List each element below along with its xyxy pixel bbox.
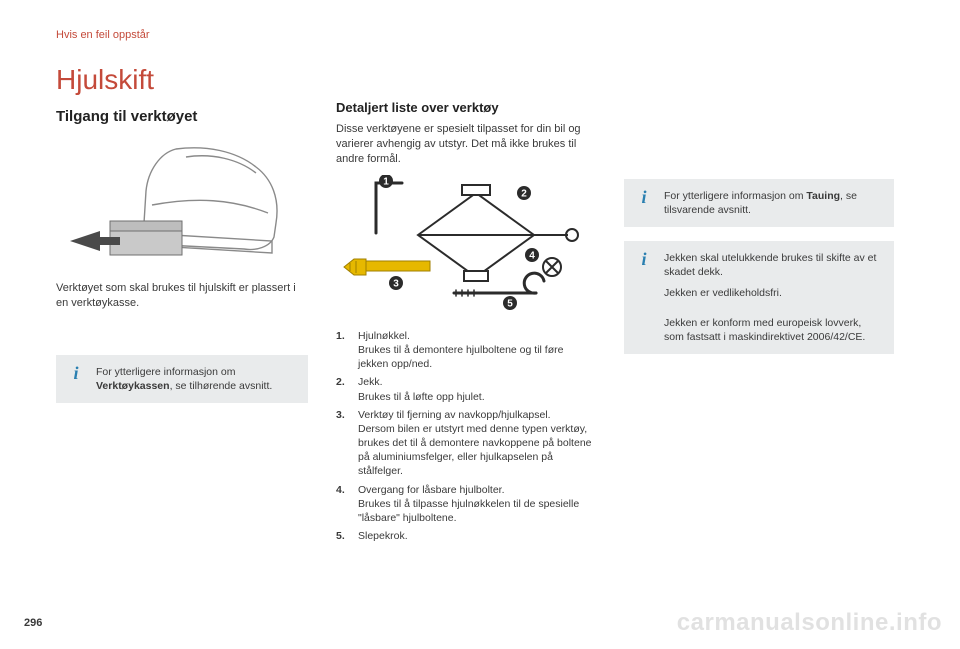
tool-item: Hjulnøkkel. Brukes til å demontere hjulb… [336, 329, 596, 372]
page-title: Hjulskift [56, 61, 308, 99]
tool-name: Slepekrok. [358, 530, 408, 542]
column-1: Hjulskift Tilgang til verktøyet [56, 61, 308, 547]
manual-page: Hvis en feil oppstår Hjulskift Tilgang t… [0, 0, 960, 567]
info-bold: Verktøykassen [96, 380, 170, 392]
running-head: Hvis en feil oppstår [56, 28, 920, 43]
watermark: carmanualsonline.info [677, 607, 942, 639]
tool-name: Verktøy til fjerning av navkopp/hjulkaps… [358, 409, 551, 421]
info-p3: Jekken er konform med europeisk lovverk,… [664, 316, 882, 344]
info-icon: i [68, 365, 84, 381]
svg-text:3: 3 [393, 278, 399, 289]
tool-desc: Dersom bilen er utstyrt med denne typen … [358, 422, 596, 479]
info-icon: i [636, 251, 652, 267]
section-subtitle: Tilgang til verktøyet [56, 107, 308, 127]
info-bold: Tauing [806, 190, 840, 202]
info-prefix: For ytterligere informasjon om [96, 366, 235, 378]
tools-illustration: 1 2 3 4 5 [336, 175, 596, 315]
tool-desc: Brukes til å demontere hjulboltene og ti… [358, 343, 596, 371]
info-p2: Jekken er vedlikeholdsfri. [664, 286, 882, 300]
tools-heading: Detaljert liste over verktøy [336, 99, 596, 117]
info-p1: Jekken skal utelukkende brukes til skift… [664, 251, 882, 279]
info-prefix: For ytterligere informasjon om [664, 190, 806, 202]
tools-intro: Disse verktøyene er spesielt tilpasset f… [336, 122, 596, 167]
tool-item: Slepekrok. [336, 529, 596, 543]
info-box-jack: i Jekken skal utelukkende brukes til ski… [624, 241, 894, 354]
svg-text:2: 2 [521, 188, 527, 199]
seat-toolkit-illustration [56, 137, 308, 267]
tool-item: Verktøy til fjerning av navkopp/hjulkaps… [336, 408, 596, 479]
tool-item: Jekk. Brukes til å løfte opp hjulet. [336, 375, 596, 403]
column-3: i For ytterligere informasjon om Tauing,… [624, 61, 894, 547]
tool-name: Jekk. [358, 376, 383, 388]
info-box-toolkit: i For ytterligere informasjon om Verktøy… [56, 355, 308, 403]
svg-text:1: 1 [383, 176, 389, 187]
tool-item: Overgang for låsbare hjulbolter. Brukes … [336, 483, 596, 526]
info-icon: i [636, 189, 652, 205]
info-text: For ytterligere informasjon om Verktøyka… [96, 365, 296, 393]
tool-desc: Brukes til å tilpasse hjulnøkkelen til d… [358, 497, 596, 525]
content-columns: Hjulskift Tilgang til verktøyet [56, 61, 920, 547]
info-text: For ytterligere informasjon om Tauing, s… [664, 189, 882, 217]
tool-desc: Brukes til å løfte opp hjulet. [358, 390, 596, 404]
col1-body: Verktøyet som skal brukes til hjulskift … [56, 281, 308, 311]
tool-name: Overgang for låsbare hjulbolter. [358, 484, 505, 496]
info-suffix: , se tilhørende avsnitt. [170, 380, 273, 392]
info-box-towing: i For ytterligere informasjon om Tauing,… [624, 179, 894, 227]
tool-name: Hjulnøkkel. [358, 330, 410, 342]
column-2: Detaljert liste over verktøy Disse verkt… [336, 61, 596, 547]
svg-text:4: 4 [529, 250, 535, 261]
tool-list: Hjulnøkkel. Brukes til å demontere hjulb… [336, 329, 596, 543]
page-number: 296 [24, 616, 42, 631]
svg-text:5: 5 [507, 298, 513, 309]
